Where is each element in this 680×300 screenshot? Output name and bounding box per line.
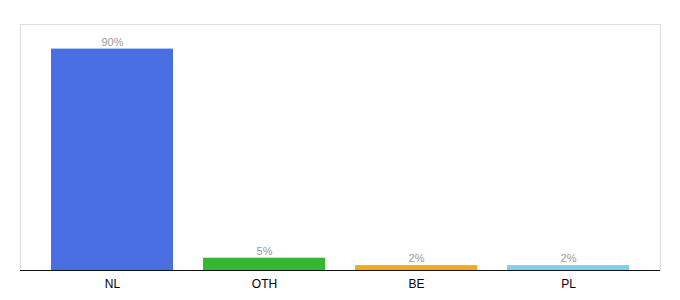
svg-text:PL: PL [561, 277, 576, 291]
svg-text:NL: NL [105, 277, 121, 291]
svg-text:OTH: OTH [252, 277, 277, 291]
svg-text:2%: 2% [409, 252, 425, 264]
svg-text:BE: BE [408, 277, 424, 291]
svg-text:5%: 5% [257, 245, 273, 257]
svg-text:2%: 2% [561, 252, 577, 264]
svg-text:90%: 90% [101, 36, 123, 48]
